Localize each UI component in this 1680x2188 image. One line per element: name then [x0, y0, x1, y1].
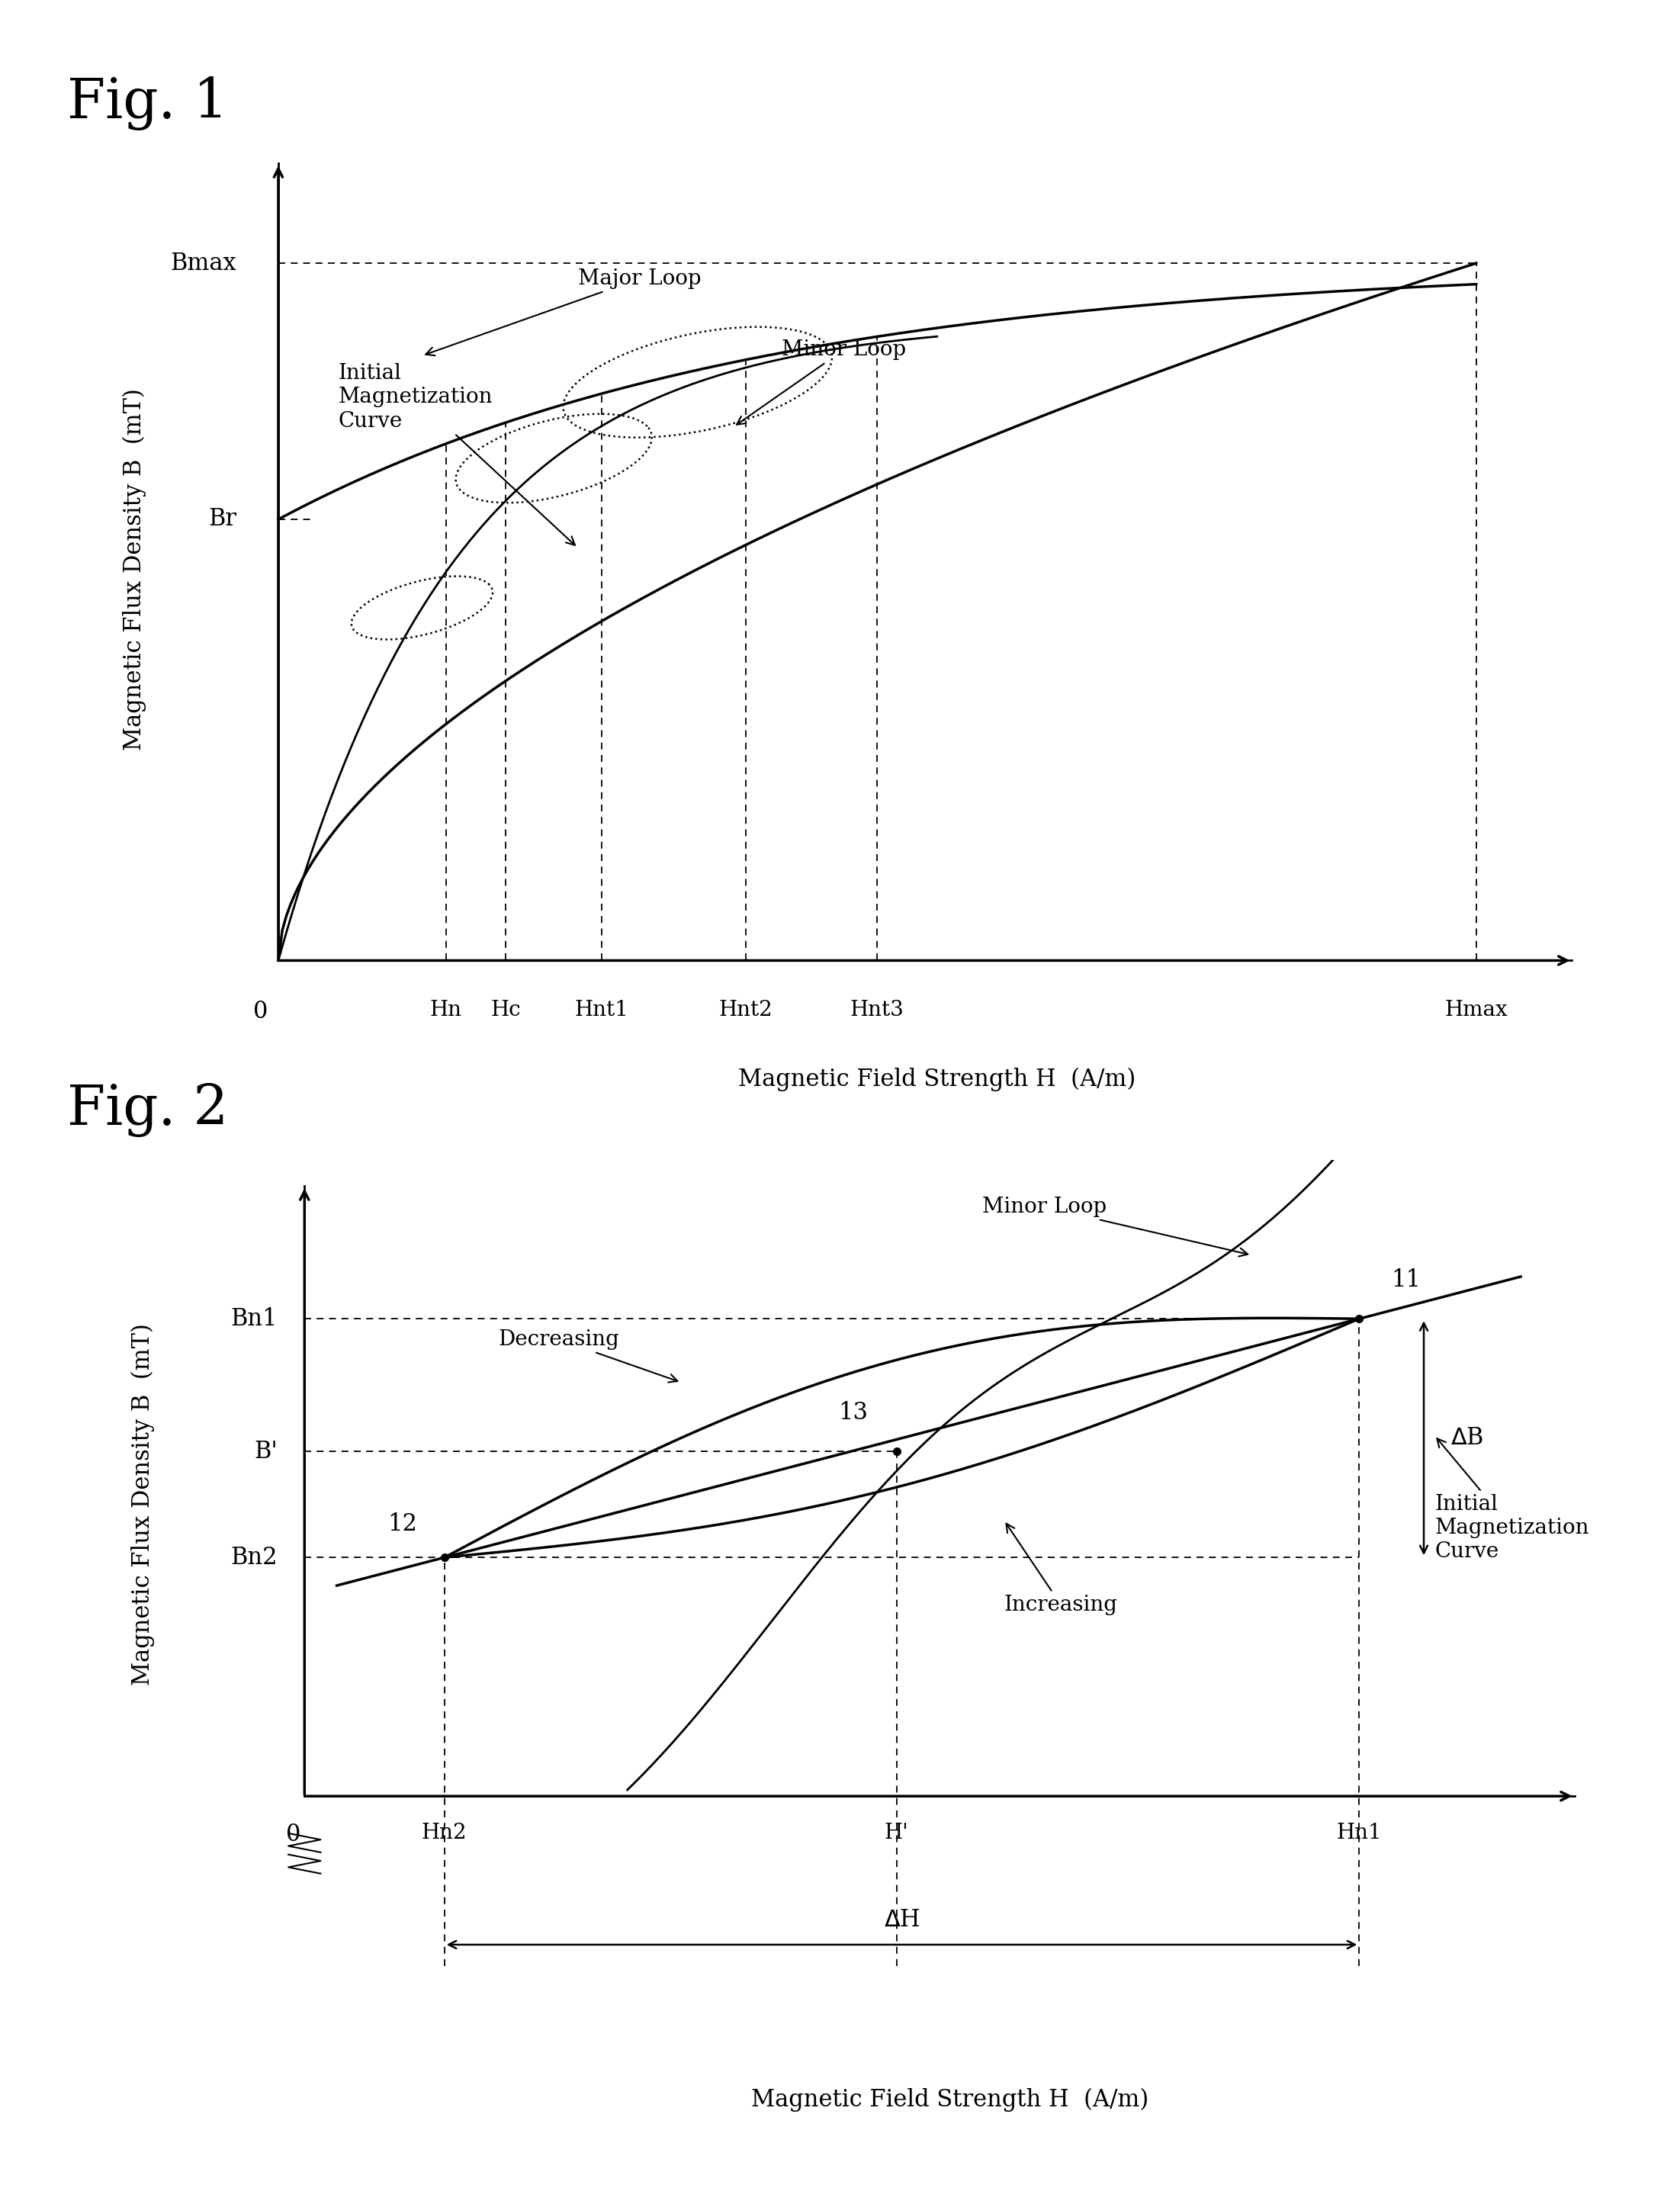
Text: Initial
Magnetization
Curve: Initial Magnetization Curve	[1435, 1438, 1589, 1562]
Text: Minor Loop: Minor Loop	[983, 1197, 1248, 1256]
Text: Hn2: Hn2	[422, 1823, 467, 1842]
Text: B': B'	[254, 1440, 277, 1464]
Text: Hn1: Hn1	[1337, 1823, 1383, 1842]
Text: 0: 0	[254, 1000, 267, 1024]
Text: Fig. 2: Fig. 2	[67, 1083, 228, 1138]
Text: $\Delta$B: $\Delta$B	[1452, 1427, 1483, 1451]
Text: Bmax: Bmax	[170, 252, 237, 276]
Text: 0: 0	[286, 1823, 301, 1847]
Text: Br: Br	[208, 508, 237, 532]
Text: Fig. 1: Fig. 1	[67, 77, 228, 131]
Text: Bn2: Bn2	[230, 1545, 277, 1569]
Text: Decreasing: Decreasing	[499, 1330, 677, 1383]
Text: Major Loop: Major Loop	[425, 269, 701, 357]
Text: $\Delta$H: $\Delta$H	[884, 1908, 921, 1932]
Text: H': H'	[884, 1823, 909, 1842]
Text: 11: 11	[1391, 1269, 1421, 1293]
Text: Hmax: Hmax	[1445, 1000, 1507, 1020]
Text: Hc: Hc	[491, 1000, 521, 1020]
Text: Hnt1: Hnt1	[575, 1000, 628, 1020]
Text: Initial
Magnetization
Curve: Initial Magnetization Curve	[338, 363, 575, 545]
Text: Magnetic Flux Density B  (mT): Magnetic Flux Density B (mT)	[131, 1324, 155, 1685]
Text: Magnetic Flux Density B  (mT): Magnetic Flux Density B (mT)	[123, 387, 146, 750]
Text: 12: 12	[388, 1512, 418, 1536]
Text: Magnetic Field Strength H  (A/m): Magnetic Field Strength H (A/m)	[739, 1068, 1136, 1092]
Text: Hnt3: Hnt3	[850, 1000, 904, 1020]
Text: Minor Loop: Minor Loop	[738, 339, 906, 424]
Text: Hnt2: Hnt2	[719, 1000, 773, 1020]
Text: 13: 13	[838, 1400, 869, 1424]
Text: Hn: Hn	[430, 1000, 462, 1020]
Text: Magnetic Field Strength H  (A/m): Magnetic Field Strength H (A/m)	[751, 2087, 1149, 2111]
Text: Bn1: Bn1	[230, 1306, 277, 1330]
Text: Increasing: Increasing	[1005, 1523, 1117, 1615]
